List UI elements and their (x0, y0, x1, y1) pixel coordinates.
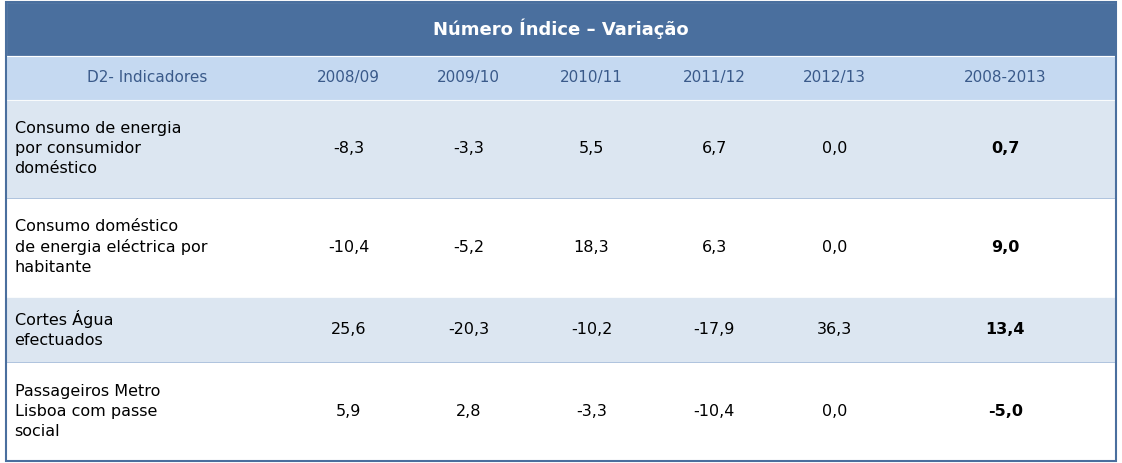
Bar (6, 362, 1116, 363)
Text: 2008-2013: 2008-2013 (964, 70, 1047, 85)
Text: 2012/13: 2012/13 (802, 70, 866, 85)
Bar (6, 2, 1116, 56)
Text: 0,0: 0,0 (821, 240, 847, 255)
Text: Passageiros Metro
Lisboa com passe
social: Passageiros Metro Lisboa com passe socia… (15, 384, 160, 439)
Text: 0,7: 0,7 (991, 141, 1020, 156)
Text: -17,9: -17,9 (693, 322, 735, 337)
Text: 2011/12: 2011/12 (683, 70, 746, 85)
Text: Consumo de energia
por consumidor
doméstico: Consumo de energia por consumidor domést… (15, 121, 181, 176)
Text: -10,2: -10,2 (571, 322, 613, 337)
Text: Consumo doméstico
de energia eléctrica por
habitante: Consumo doméstico de energia eléctrica p… (15, 219, 208, 275)
Text: -20,3: -20,3 (449, 322, 489, 337)
Text: D2- Indicadores: D2- Indicadores (88, 70, 208, 85)
Text: -10,4: -10,4 (693, 404, 735, 419)
Text: -5,2: -5,2 (453, 240, 485, 255)
Text: -3,3: -3,3 (576, 404, 607, 419)
Text: Número Índice – Variação: Número Índice – Variação (433, 19, 689, 39)
Text: 2008/09: 2008/09 (318, 70, 380, 85)
Text: 25,6: 25,6 (331, 322, 367, 337)
Text: 9,0: 9,0 (991, 240, 1020, 255)
Text: -8,3: -8,3 (333, 141, 365, 156)
Bar (6, 198, 1116, 199)
Text: -10,4: -10,4 (328, 240, 369, 255)
Bar (6, 362, 1116, 461)
Bar (6, 100, 1116, 198)
Text: 2009/10: 2009/10 (438, 70, 500, 85)
Bar (6, 296, 1116, 297)
Text: -3,3: -3,3 (453, 141, 485, 156)
Text: Cortes Água
efectuados: Cortes Água efectuados (15, 311, 113, 348)
Bar (6, 198, 1116, 296)
Text: -5,0: -5,0 (987, 404, 1023, 419)
Text: 0,0: 0,0 (821, 141, 847, 156)
Text: 18,3: 18,3 (573, 240, 609, 255)
Bar (6, 56, 1116, 100)
Text: 36,3: 36,3 (817, 322, 852, 337)
Text: 6,7: 6,7 (701, 141, 727, 156)
Text: 13,4: 13,4 (985, 322, 1026, 337)
Bar (6, 296, 1116, 362)
Text: 0,0: 0,0 (821, 404, 847, 419)
Text: 5,9: 5,9 (337, 404, 361, 419)
Text: 2,8: 2,8 (456, 404, 481, 419)
Text: 6,3: 6,3 (701, 240, 727, 255)
Text: 5,5: 5,5 (579, 141, 605, 156)
Text: 2010/11: 2010/11 (560, 70, 623, 85)
